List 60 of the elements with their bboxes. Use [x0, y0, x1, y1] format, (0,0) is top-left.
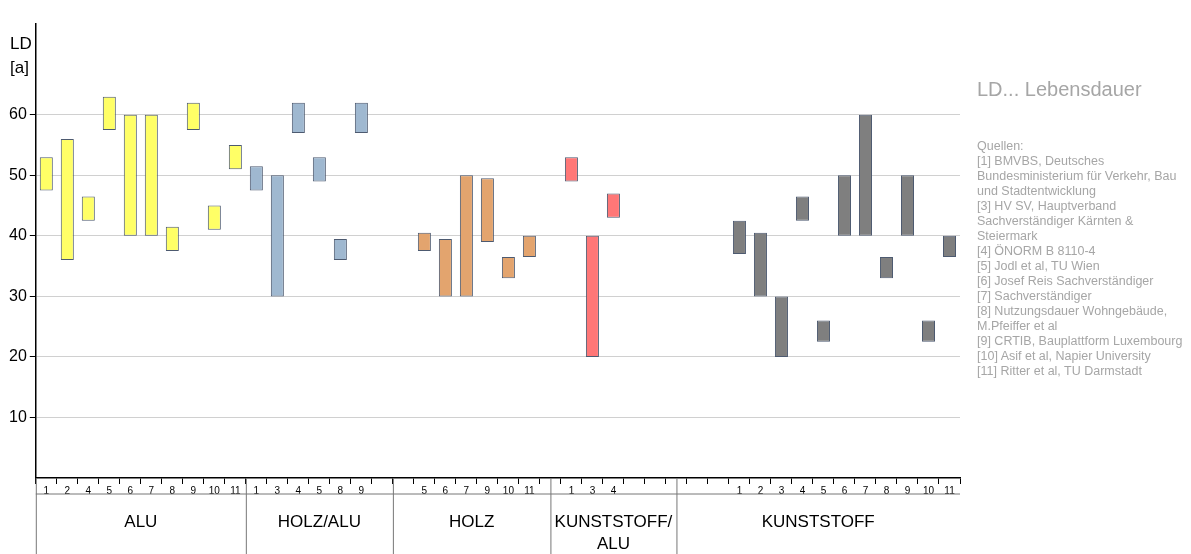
text: [6] Josef Reis Sachverständiger [977, 274, 1155, 289]
x-tick-label: 2 [757, 484, 764, 496]
x-tick-label: 5 [820, 484, 827, 496]
text: [8] Nutzungsdauer Wohngebäude, M.Pfeiffer et al [977, 304, 1169, 334]
x-tick-label: 3 [274, 484, 281, 496]
x-tick-label: 6 [442, 484, 449, 496]
x-tick-label: 8 [337, 484, 344, 496]
text: [7] Sachverständiger [977, 289, 1093, 304]
x-tick-label: 4 [610, 484, 617, 496]
x-tick-label: 10 [502, 484, 515, 496]
x-tick-label: 1 [253, 484, 260, 496]
x-tick-label: 5 [106, 484, 113, 496]
text: [5] Jodl et al, TU Wien [977, 259, 1101, 274]
x-tick-label: 1 [43, 484, 50, 496]
y-axis-title: LD [a] [10, 33, 32, 77]
x-tick-label: 5 [421, 484, 428, 496]
x-tick-label: 9 [484, 484, 491, 496]
x-tick-label: 11 [524, 484, 536, 496]
x-tick-label: 7 [148, 484, 155, 496]
x-tick-label: 10 [922, 484, 935, 496]
x-tick-label: 7 [463, 484, 470, 496]
text: HOLZ [448, 511, 495, 531]
x-tick-label: 4 [799, 484, 806, 496]
text: [1] BMVBS, Deutsches Bundesministerium für Verkehr, Bau und Stadtentwicklung [977, 154, 1178, 199]
x-tick-label: 5 [316, 484, 323, 496]
x-tick-label: 11 [944, 484, 956, 496]
x-tick-label: 1 [736, 484, 743, 496]
x-tick-label: 7 [862, 484, 869, 496]
source-note: Quellen: [977, 139, 1025, 154]
y-tick-label: 50 [9, 165, 27, 183]
x-tick-label: 2 [64, 484, 71, 496]
text: [9] CRTIB, Bauplattform Luxembourg [977, 334, 1184, 349]
x-tick-label: 8 [169, 484, 176, 496]
x-tick-label: 8 [883, 484, 890, 496]
x-tick-label: 6 [127, 484, 134, 496]
text: HOLZ/ALU [277, 511, 361, 531]
y-tick-label: 10 [9, 407, 27, 425]
x-tick-label: 9 [190, 484, 197, 496]
x-tick-label: 4 [85, 484, 92, 496]
x-tick-label: 9 [358, 484, 365, 496]
text: KUNSTSTOFF/ALU [554, 511, 673, 553]
text: [3] HV SV, Hauptverband Sachverständiger Kärnten & Steiermark [977, 199, 1135, 244]
text: [11] Ritter et al, TU Darmstadt [977, 364, 1143, 379]
text: LD... Lebensdauer [977, 78, 1143, 101]
x-tick-label: 9 [904, 484, 911, 496]
text: [10] Asif et al, Napier University [977, 349, 1152, 364]
text: ALU [124, 511, 158, 531]
y-tick-label: 20 [9, 347, 27, 365]
x-tick-label: 1 [568, 484, 575, 496]
x-tick-label: 10 [208, 484, 221, 496]
x-tick-label: 3 [778, 484, 785, 496]
x-tick-label: 6 [841, 484, 848, 496]
y-tick-label: 30 [9, 286, 27, 304]
y-tick-label: 60 [9, 105, 27, 123]
x-tick-label: 4 [295, 484, 302, 496]
text: [4] ÖNORM B 8110-4 [977, 244, 1097, 259]
x-tick-label: 11 [230, 484, 241, 496]
y-tick-label: 40 [9, 226, 27, 244]
text: KUNSTSTOFF [761, 511, 875, 531]
x-tick-label: 3 [589, 484, 596, 496]
